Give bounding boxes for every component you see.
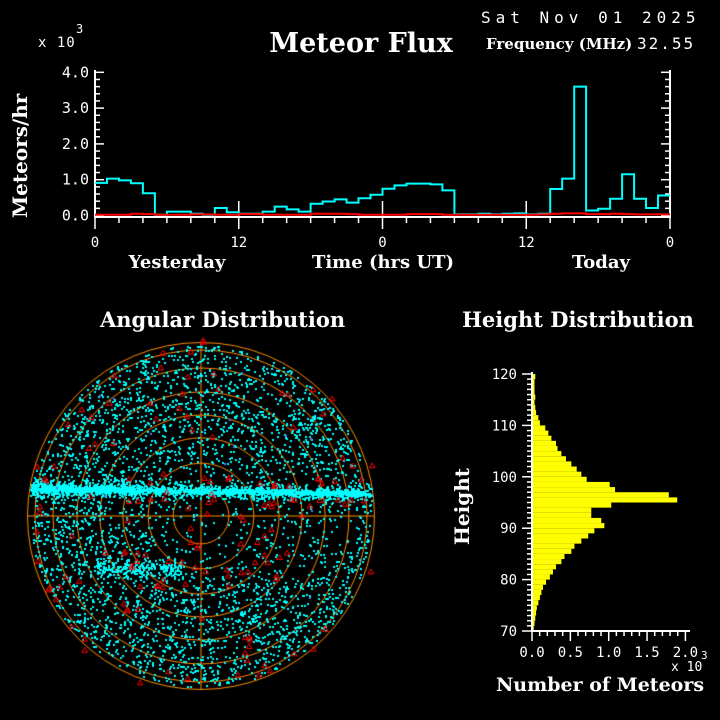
flux-y-scale-exponent: 3	[76, 22, 84, 36]
flux-y-axis-label: Meteors/hr	[8, 93, 32, 218]
svg-text:120: 120	[492, 367, 517, 383]
svg-text:100: 100	[492, 470, 517, 486]
height-x-scale-exponent: 3	[701, 649, 708, 662]
height-y-axis-label: Height	[450, 468, 474, 545]
svg-text:0.0: 0.0	[519, 645, 544, 661]
page-title: Meteor Flux	[269, 28, 453, 59]
svg-text:80: 80	[500, 573, 517, 589]
svg-text:0: 0	[378, 235, 386, 251]
height-distribution-title: Height Distribution	[462, 307, 694, 332]
svg-text:70: 70	[500, 624, 517, 640]
svg-text:0: 0	[666, 235, 674, 251]
angular-distribution-title: Angular Distribution	[100, 307, 346, 332]
svg-text:0: 0	[91, 235, 99, 251]
frequency-label: Frequency (MHz)	[486, 35, 633, 53]
x-section-today: Today	[571, 252, 631, 273]
height-x-scale-note: x 10	[671, 660, 703, 675]
svg-text:0.0: 0.0	[62, 207, 89, 225]
svg-text:2.0: 2.0	[673, 645, 698, 661]
svg-text:0.5: 0.5	[558, 645, 583, 661]
svg-text:12: 12	[230, 235, 247, 251]
svg-text:90: 90	[500, 521, 517, 537]
x-section-yesterday: Yesterday	[128, 252, 226, 273]
date-label: Sat Nov 01 2025	[481, 8, 701, 27]
flux-y-scale-note: x 10	[38, 35, 76, 51]
svg-text:3.0: 3.0	[62, 99, 89, 117]
svg-text:1.5: 1.5	[634, 645, 659, 661]
svg-text:110: 110	[492, 418, 517, 434]
svg-text:12: 12	[518, 235, 535, 251]
svg-text:4.0: 4.0	[62, 63, 89, 81]
svg-text:1.0: 1.0	[596, 645, 621, 661]
flux-x-axis-label: Time (hrs UT)	[311, 252, 455, 273]
svg-text:1.0: 1.0	[62, 171, 89, 189]
frequency-value: 32.55	[637, 34, 696, 53]
height-x-axis-label: Number of Meteors	[495, 674, 705, 696]
svg-text:2.0: 2.0	[62, 135, 89, 153]
